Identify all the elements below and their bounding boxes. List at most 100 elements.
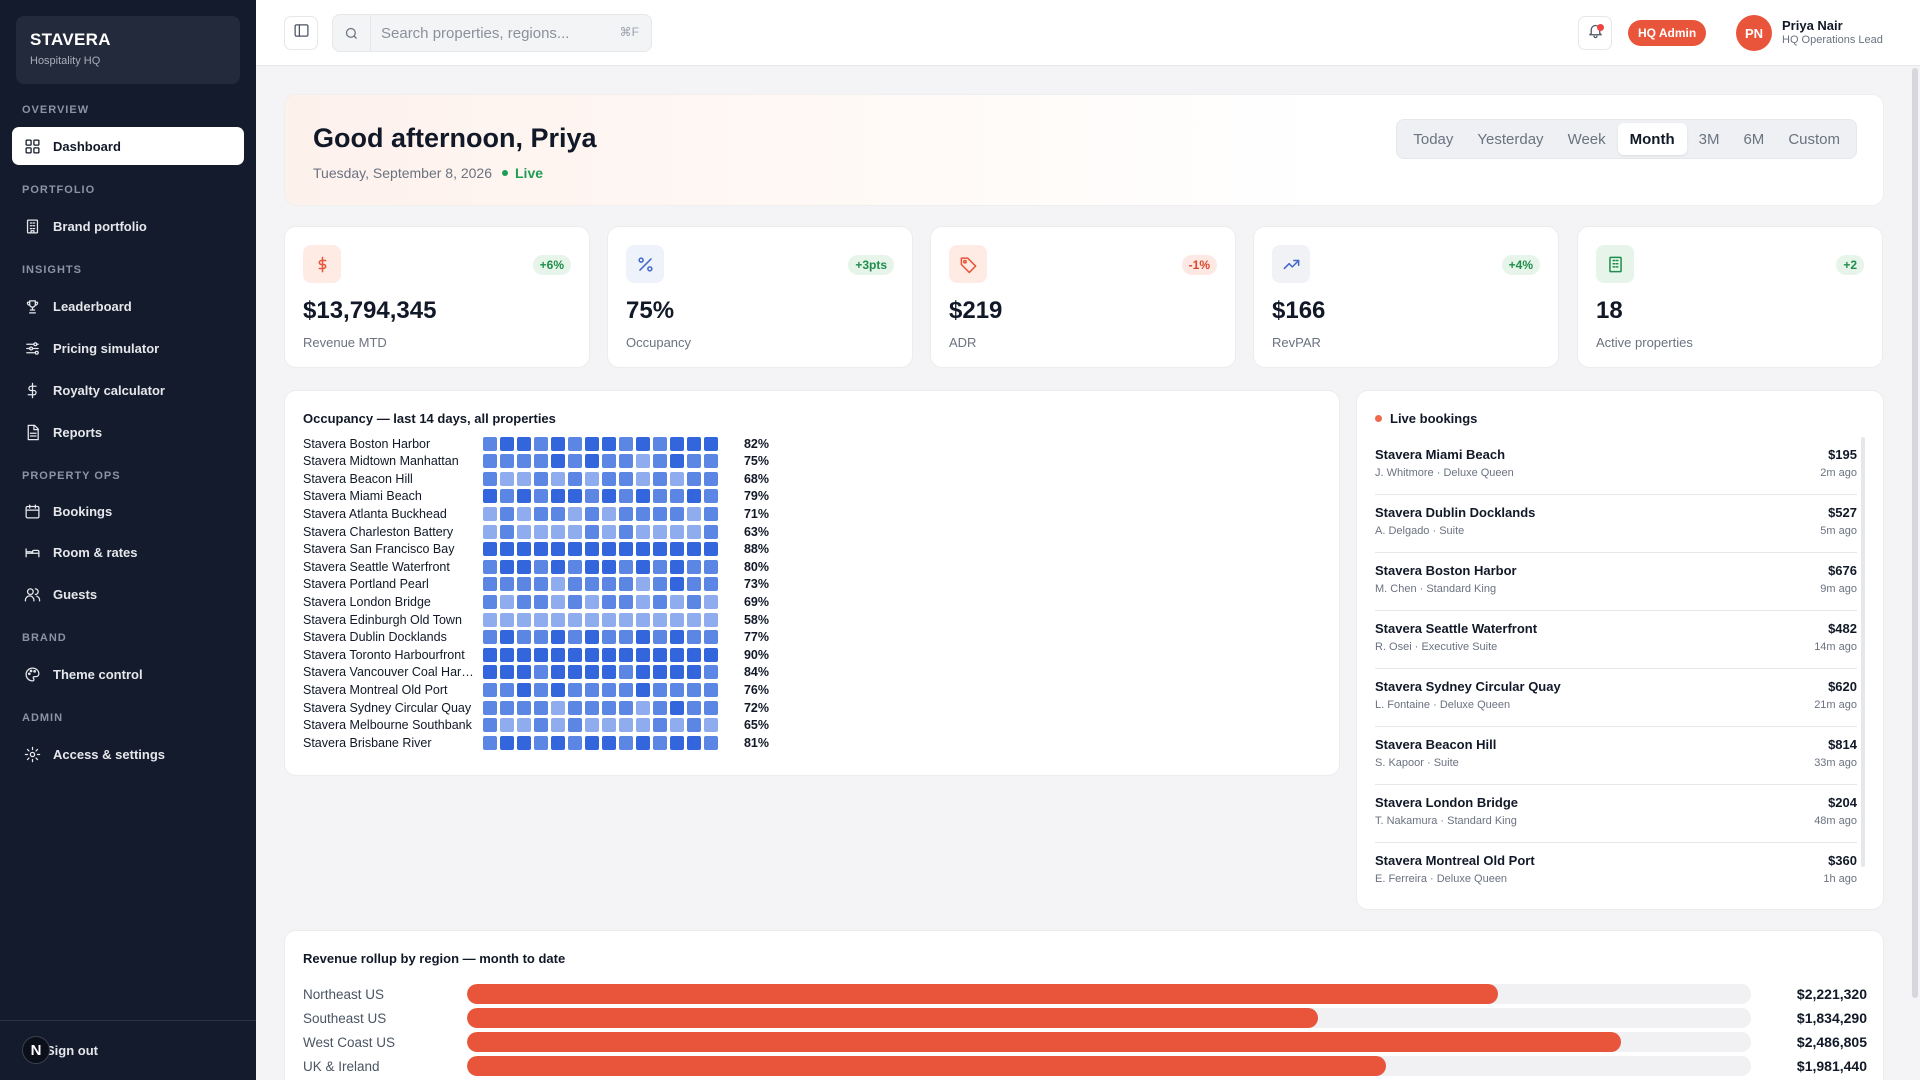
heatmap-cell[interactable] (517, 524, 531, 539)
heatmap-cell[interactable] (483, 647, 497, 662)
toggle-sidebar-button[interactable] (284, 16, 318, 50)
heatmap-cell[interactable] (636, 718, 650, 733)
sidebar-item-royalty-calculator[interactable]: Royalty calculator (12, 371, 244, 409)
heatmap-cell[interactable] (517, 630, 531, 645)
heatmap-cell[interactable] (500, 630, 514, 645)
heatmap-cell[interactable] (500, 506, 514, 521)
sidebar-item-access-settings[interactable]: Access & settings (12, 735, 244, 773)
heatmap-cell[interactable] (483, 735, 497, 750)
heatmap-cell[interactable] (585, 647, 599, 662)
heatmap-cell[interactable] (551, 594, 565, 609)
heatmap-cell[interactable] (568, 471, 582, 486)
heatmap-cell[interactable] (670, 471, 684, 486)
heatmap-cell[interactable] (636, 630, 650, 645)
heatmap-cell[interactable] (551, 735, 565, 750)
range-yesterday[interactable]: Yesterday (1477, 130, 1544, 148)
heatmap-cell[interactable] (704, 454, 718, 469)
booking-item[interactable]: Stavera Miami Beach J. Whitmore · Deluxe … (1375, 437, 1857, 495)
heatmap-cell[interactable] (534, 718, 548, 733)
heatmap-cell[interactable] (534, 647, 548, 662)
heatmap-cell[interactable] (551, 665, 565, 680)
sidebar-item-brand-portfolio[interactable]: Brand portfolio (12, 207, 244, 245)
heatmap-cell[interactable] (687, 524, 701, 539)
heatmap-cell[interactable] (636, 524, 650, 539)
heatmap-cell[interactable] (517, 735, 531, 750)
heatmap-cell[interactable] (483, 665, 497, 680)
heatmap-cell[interactable] (636, 489, 650, 504)
heatmap-cell[interactable] (568, 718, 582, 733)
sign-out-button[interactable]: N Sign out (22, 1036, 98, 1064)
heatmap-cell[interactable] (483, 471, 497, 486)
heatmap-cell[interactable] (653, 489, 667, 504)
range-week[interactable]: Week (1567, 130, 1606, 148)
heatmap-cell[interactable] (636, 612, 650, 627)
heatmap-cell[interactable] (568, 735, 582, 750)
heatmap-cell[interactable] (670, 524, 684, 539)
heatmap-cell[interactable] (517, 718, 531, 733)
heatmap-cell[interactable] (534, 682, 548, 697)
avatar[interactable]: PN (1736, 15, 1772, 51)
heatmap-cell[interactable] (500, 718, 514, 733)
heatmap-cell[interactable] (517, 577, 531, 592)
heatmap-cell[interactable] (585, 542, 599, 557)
heatmap-cell[interactable] (636, 700, 650, 715)
heatmap-cell[interactable] (636, 506, 650, 521)
booking-item[interactable]: Stavera Montreal Old Port E. Ferreira · D… (1375, 843, 1857, 901)
heatmap-cell[interactable] (704, 594, 718, 609)
heatmap-cell[interactable] (670, 577, 684, 592)
heatmap-cell[interactable] (619, 700, 633, 715)
heatmap-cell[interactable] (602, 436, 616, 451)
sidebar-item-reports[interactable]: Reports (12, 413, 244, 451)
heatmap-cell[interactable] (636, 577, 650, 592)
heatmap-cell[interactable] (619, 489, 633, 504)
heatmap-cell[interactable] (517, 506, 531, 521)
heatmap-cell[interactable] (585, 612, 599, 627)
heatmap-cell[interactable] (585, 700, 599, 715)
heatmap-cell[interactable] (704, 436, 718, 451)
heatmap-cell[interactable] (551, 559, 565, 574)
heatmap-cell[interactable] (670, 489, 684, 504)
heatmap-cell[interactable] (619, 630, 633, 645)
heatmap-cell[interactable] (483, 489, 497, 504)
heatmap-cell[interactable] (670, 612, 684, 627)
heatmap-cell[interactable] (500, 524, 514, 539)
heatmap-cell[interactable] (653, 471, 667, 486)
heatmap-cell[interactable] (602, 559, 616, 574)
sidebar-item-theme-control[interactable]: Theme control (12, 655, 244, 693)
heatmap-cell[interactable] (704, 506, 718, 521)
heatmap-cell[interactable] (636, 665, 650, 680)
heatmap-cell[interactable] (568, 436, 582, 451)
heatmap-cell[interactable] (534, 665, 548, 680)
heatmap-cell[interactable] (534, 471, 548, 486)
heatmap-cell[interactable] (636, 559, 650, 574)
heatmap-cell[interactable] (636, 682, 650, 697)
revenue-bar[interactable] (467, 1008, 1319, 1028)
heatmap-cell[interactable] (602, 612, 616, 627)
heatmap-cell[interactable] (670, 682, 684, 697)
heatmap-cell[interactable] (483, 682, 497, 697)
heatmap-cell[interactable] (653, 577, 667, 592)
range-6m[interactable]: 6M (1743, 130, 1765, 148)
heatmap-cell[interactable] (568, 559, 582, 574)
heatmap-cell[interactable] (568, 700, 582, 715)
heatmap-cell[interactable] (534, 630, 548, 645)
heatmap-cell[interactable] (670, 700, 684, 715)
heatmap-cell[interactable] (500, 542, 514, 557)
heatmap-cell[interactable] (500, 436, 514, 451)
heatmap-cell[interactable] (687, 436, 701, 451)
heatmap-cell[interactable] (653, 665, 667, 680)
heatmap-cell[interactable] (517, 700, 531, 715)
heatmap-cell[interactable] (483, 454, 497, 469)
heatmap-cell[interactable] (704, 630, 718, 645)
heatmap-cell[interactable] (704, 735, 718, 750)
heatmap-cell[interactable] (619, 471, 633, 486)
heatmap-cell[interactable] (551, 436, 565, 451)
heatmap-cell[interactable] (483, 577, 497, 592)
heatmap-cell[interactable] (585, 682, 599, 697)
heatmap-cell[interactable] (619, 577, 633, 592)
heatmap-cell[interactable] (585, 436, 599, 451)
heatmap-cell[interactable] (585, 559, 599, 574)
heatmap-cell[interactable] (551, 471, 565, 486)
heatmap-cell[interactable] (483, 594, 497, 609)
heatmap-cell[interactable] (534, 506, 548, 521)
